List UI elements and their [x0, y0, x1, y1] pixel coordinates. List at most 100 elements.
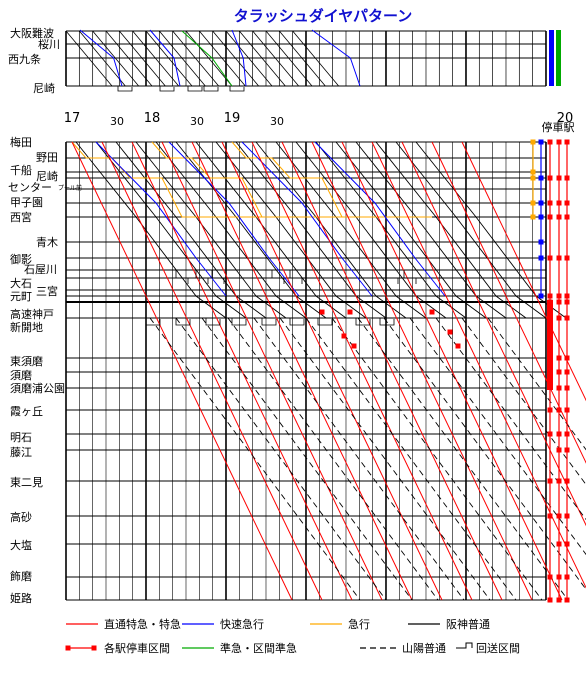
deadhead-hook: [145, 318, 161, 326]
top-local-train: [92, 30, 139, 87]
all-stops-marker: [319, 309, 325, 315]
top-deadhead-hook: [229, 86, 245, 92]
top-local-train: [252, 30, 299, 87]
sanyo-local-train: [279, 317, 491, 601]
rapid-express-train: [241, 141, 373, 297]
stop-pattern-dot: [538, 293, 544, 299]
deadhead-hook: [385, 270, 399, 284]
legend-item-ltd: 直通特急・特急: [66, 617, 181, 631]
top-station-label: 西九条: [8, 52, 41, 66]
hanshin-local-train: [215, 141, 367, 319]
top-local-train: [212, 30, 259, 87]
station-label: 千船: [10, 163, 32, 177]
stop-pattern-dot: [564, 385, 570, 391]
top-local-train: [105, 30, 153, 87]
all-stops-block: [547, 300, 553, 390]
station-label: 西宮: [10, 210, 32, 224]
hour-label: 20: [557, 111, 574, 126]
stop-pattern-dot: [564, 369, 570, 375]
top-local-train: [279, 30, 326, 87]
limited-express-train: [461, 141, 586, 402]
deadhead-hook: [205, 318, 221, 326]
stop-pattern-dot: [564, 407, 570, 413]
top-deadhead-hook: [203, 86, 219, 92]
legend-item-sanyo-local: 山陽普通: [360, 641, 446, 655]
hour-label: 17: [64, 111, 81, 126]
deadhead-hook: [195, 270, 209, 284]
top-section-train-lines: [65, 29, 561, 92]
stop-pattern-dot: [564, 175, 570, 181]
station-label: 大塩: [10, 538, 32, 552]
stop-pattern-dot: [564, 315, 570, 321]
all-stops-marker: [341, 333, 347, 339]
top-deadhead-hook: [187, 86, 203, 92]
stop-pattern-dot: [547, 407, 553, 413]
top-rapid-column: [549, 30, 554, 86]
stop-pattern-dot: [564, 513, 570, 519]
stop-pattern-dot: [556, 315, 562, 321]
legend-dot: [65, 645, 71, 651]
stop-station-header: 停車駅: [542, 120, 575, 134]
legend-item-rapid: 快速急行: [182, 617, 264, 631]
top-deadhead-hook: [117, 86, 133, 92]
all-stops-marker: [429, 309, 435, 315]
stop-pattern-dot: [547, 175, 553, 181]
legend-label: 急行: [348, 617, 370, 631]
stop-pattern-dot: [538, 255, 544, 261]
legend-label: 阪神普通: [446, 617, 490, 631]
top-local-train: [265, 30, 313, 87]
top-local-train: [119, 30, 166, 87]
limited-express-train: [341, 141, 563, 601]
stop-pattern-dot: [564, 299, 570, 305]
legend-item-hanshin-local: 阪神普通: [408, 617, 490, 631]
express-train: [151, 141, 352, 218]
stop-pattern-dot: [556, 447, 562, 453]
station-label: 三宮: [36, 284, 58, 298]
stop-pattern-dot: [564, 574, 570, 580]
deadhead-hook: [403, 270, 417, 284]
legend-label: 快速急行: [220, 617, 264, 631]
sanyo-local-train: [357, 317, 569, 601]
stop-pattern-dot: [556, 214, 562, 220]
top-deadhead-hook: [159, 86, 175, 92]
hanshin-local-train: [235, 141, 387, 319]
hanshin-local-train: [355, 141, 507, 319]
limited-express-train: [101, 141, 323, 601]
top-local-train: [132, 30, 179, 87]
stop-pattern-dot: [564, 139, 570, 145]
station-label: 明石: [10, 431, 32, 444]
limited-express-train: [251, 141, 473, 601]
hanshin-local-train: [415, 141, 567, 319]
stop-pattern-dot: [547, 255, 553, 261]
stop-pattern-dot: [556, 385, 562, 391]
stop-pattern-dot: [556, 139, 562, 145]
top-local-train: [292, 30, 339, 87]
deadhead-hook: [289, 270, 303, 284]
top-semi-train: [181, 30, 233, 87]
stop-pattern-dot: [564, 447, 570, 453]
stop-pattern-dot: [547, 200, 553, 206]
station-label: 尼崎: [36, 169, 58, 183]
stop-pattern-dot: [556, 293, 562, 299]
legend-dot: [91, 645, 97, 651]
station-label: 青木: [36, 236, 58, 249]
stop-pattern-dot: [530, 139, 536, 145]
stop-pattern-dot: [556, 478, 562, 484]
top-rapid-train: [231, 29, 247, 87]
station-label: 東須磨: [10, 355, 43, 368]
station-label: 新開地: [10, 320, 43, 334]
express-train: [71, 141, 272, 218]
station-label: 須磨: [10, 369, 32, 382]
station-label: 高速神戸: [10, 307, 54, 321]
stop-pattern-columns: 停車駅: [530, 120, 575, 603]
stop-pattern-dot: [538, 139, 544, 145]
sanyo-local-train: [409, 317, 586, 556]
minute-label: 30: [110, 115, 124, 128]
stop-pattern-dot: [564, 355, 570, 361]
limited-express-train: [221, 141, 443, 601]
minute-label: 30: [270, 115, 284, 128]
stop-pattern-dot: [547, 478, 553, 484]
limited-express-train: [71, 141, 293, 601]
station-label: センター: [8, 181, 52, 194]
